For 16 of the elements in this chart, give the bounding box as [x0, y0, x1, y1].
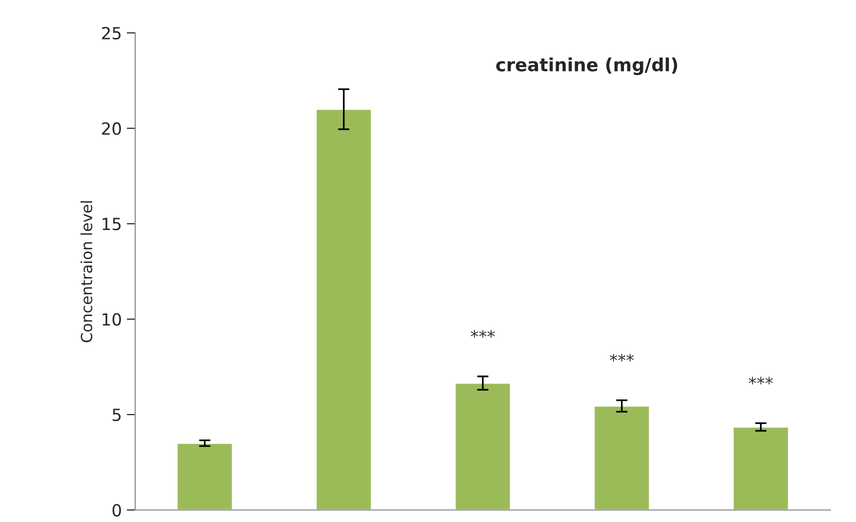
bar	[454, 382, 512, 510]
y-tick-label: 25	[102, 26, 121, 40]
data-label: ***	[610, 354, 634, 362]
y-axis-title: Concentraion level	[80, 201, 92, 342]
y-tick-label: 0	[112, 504, 121, 517]
y-tick-label: 10	[102, 313, 121, 326]
bar	[315, 108, 372, 510]
y-tick-label: 15	[102, 218, 121, 230]
bar	[593, 405, 650, 510]
data-label: ***	[470, 330, 495, 338]
text: creatinine (mg/dl)	[496, 57, 678, 76]
bar	[732, 426, 790, 510]
data-label: ***	[748, 376, 773, 384]
y-tick-label: 5	[112, 408, 121, 422]
y-tick-label: 20	[102, 122, 121, 135]
bar	[176, 442, 234, 510]
